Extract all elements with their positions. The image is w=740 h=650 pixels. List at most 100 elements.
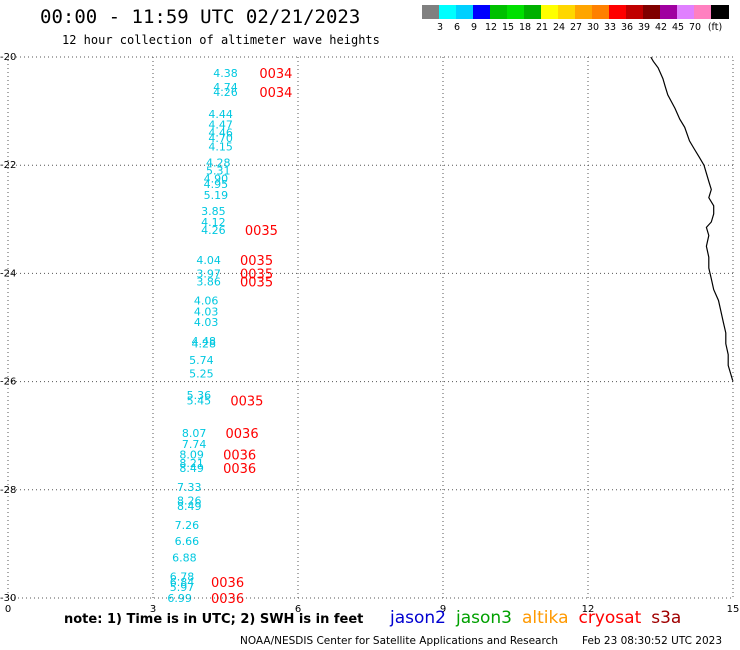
- legend-tick-label: 39: [637, 22, 651, 33]
- legend-color-swatch: [439, 5, 457, 19]
- swh-value: 4.12: [201, 216, 226, 229]
- swh-value: 4.03: [194, 305, 219, 318]
- swh-value: 7.33: [177, 481, 202, 494]
- legend-color-swatch: [473, 5, 491, 19]
- swh-value: 4.28: [192, 338, 217, 351]
- map-axes: 0 3 6 9 12 15 -20 -22 -24 -26 -28 -30: [0, 52, 739, 615]
- footer-credit: NOAA/NESDIS Center for Satellite Applica…: [240, 635, 558, 647]
- swh-value: 4.46: [208, 127, 233, 140]
- swh-value: 4.03: [194, 316, 219, 329]
- legend-tick-label: 45: [671, 22, 685, 33]
- swh-value: 4.04: [196, 254, 221, 267]
- swh-value: 4.70: [208, 132, 233, 145]
- pass-time-label: 0036: [211, 576, 244, 591]
- swh-value: 6.84: [170, 576, 195, 589]
- pass-time-label: 0036: [223, 462, 256, 477]
- swh-value: 7.26: [175, 519, 200, 532]
- mission-legend-item: s3a: [651, 608, 682, 628]
- legend-color-swatch: [626, 5, 644, 19]
- swh-value: 5.97: [170, 581, 195, 594]
- pass-time-label: 0034: [259, 86, 292, 101]
- y-tick-label: -28: [0, 485, 16, 496]
- swh-value: 3.97: [196, 267, 221, 280]
- swh-value: 5.31: [206, 165, 231, 178]
- pass-time-labels: 0034003400350035003500350035003600360036…: [211, 67, 292, 607]
- swh-value: 7.74: [182, 438, 207, 451]
- y-tick-label: -26: [0, 377, 16, 388]
- legend-color-swatch: [541, 5, 559, 19]
- x-tick-label: 9: [440, 604, 446, 615]
- legend-color-swatch: [660, 5, 678, 19]
- x-tick-label: 15: [727, 604, 740, 615]
- legend-color-swatch: [575, 5, 593, 19]
- pass-time-label: 0035: [240, 267, 273, 282]
- swh-value: 4.47: [208, 119, 233, 132]
- swh-value: 4.74: [213, 81, 238, 94]
- mission-legend: jason2 jason3 altika cryosat s3a: [390, 608, 691, 628]
- swh-value: 4.26: [213, 86, 238, 99]
- pass-time-label: 0035: [240, 276, 273, 291]
- map-title: 00:00 - 11:59 UTC 02/21/2023: [40, 6, 361, 28]
- swh-value: 5.36: [187, 389, 212, 402]
- legend-tick-label: 15: [501, 22, 515, 33]
- map-frame: [7, 56, 734, 599]
- legend-color-swatch: [643, 5, 661, 19]
- pass-time-label: 0036: [211, 592, 244, 607]
- legend-color-swatch: [456, 5, 474, 19]
- map-subtitle: 12 hour collection of altimeter wave hei…: [62, 33, 380, 47]
- coastline: [650, 56, 734, 382]
- legend-tick-label: 27: [569, 22, 583, 33]
- swh-value: 4.44: [208, 108, 233, 121]
- legend-color-swatch: [558, 5, 576, 19]
- x-tick-label: 6: [295, 604, 301, 615]
- swh-value: 5.45: [187, 395, 212, 408]
- legend-tick-label: 21: [535, 22, 549, 33]
- swh-value: 6.88: [172, 551, 197, 564]
- map-grid: [8, 57, 733, 598]
- swh-value: 4.15: [208, 140, 233, 153]
- swh-observations: 4.384.744.26 4.444.474.464.704.15 4.28 5.31…: [167, 67, 237, 605]
- swh-value: 8.49: [179, 462, 204, 475]
- legend-color-swatch: [490, 5, 508, 19]
- swh-value: 8.07: [182, 427, 207, 440]
- mission-legend-item: jason2: [390, 608, 446, 628]
- legend-tick-label: 30: [586, 22, 600, 33]
- legend-color-swatch: [609, 5, 627, 19]
- swh-value: 8.26: [177, 495, 202, 508]
- legend-color-swatch: [524, 5, 542, 19]
- legend-color-swatch: [711, 5, 729, 19]
- legend-tick-label: 36: [620, 22, 634, 33]
- pass-time-label: 0035: [230, 395, 263, 410]
- legend-tick-label: 70: [688, 22, 702, 33]
- pass-time-label: 0036: [223, 449, 256, 464]
- legend-tick-label: 12: [484, 22, 498, 33]
- swh-value: 6.66: [175, 535, 200, 548]
- swh-value: 4.95: [204, 178, 229, 191]
- x-tick-label: 3: [150, 604, 156, 615]
- legend-color-swatch: [507, 5, 525, 19]
- swh-value: 5.74: [189, 354, 214, 367]
- mission-legend-item: jason3: [456, 608, 512, 628]
- legend-unit-label: (ft): [707, 22, 723, 33]
- legend-color-swatch: [677, 5, 695, 19]
- swh-value: 8.09: [179, 449, 204, 462]
- swh-value: 5.25: [189, 367, 214, 380]
- swh-value: 6.78: [170, 570, 195, 583]
- legend-color-swatch: [592, 5, 610, 19]
- x-tick-label: 0: [5, 604, 11, 615]
- pass-time-label: 0034: [259, 67, 292, 82]
- pass-time-label: 0035: [240, 254, 273, 269]
- pass-time-label: 0036: [226, 427, 259, 442]
- legend-color-swatch: [422, 5, 440, 19]
- swh-value: 8.49: [177, 500, 202, 513]
- swh-value: 8.21: [179, 457, 204, 470]
- swh-value: 4.38: [213, 67, 238, 80]
- pass-time-label: 0035: [245, 224, 278, 239]
- legend-tick-label: 9: [470, 22, 478, 33]
- y-tick-label: -20: [0, 52, 16, 63]
- y-tick-label: -30: [0, 593, 16, 604]
- swh-value: 4.90: [204, 173, 229, 186]
- swh-value: 4.48: [192, 335, 217, 348]
- coastline-path: [650, 56, 734, 382]
